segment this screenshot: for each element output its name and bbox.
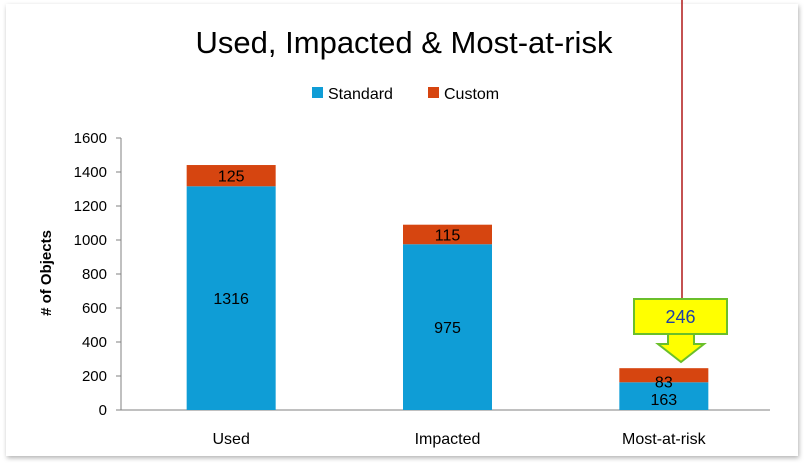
data-label-custom-impacted: 115 — [435, 227, 461, 244]
data-label-custom-used: 125 — [218, 169, 245, 186]
y-tick-label: 1200 — [74, 198, 107, 215]
x-tick-label: Most-at-risk — [622, 431, 707, 448]
bar-standard-impacted — [403, 244, 492, 410]
x-tick-label: Used — [212, 431, 249, 448]
y-tick-label: 1600 — [74, 130, 107, 147]
data-label-custom-most-at-risk: 83 — [655, 374, 673, 391]
data-label-standard-impacted: 975 — [434, 320, 461, 337]
chart-title: Used, Impacted & Most-at-risk — [196, 25, 613, 60]
bar-custom-impacted — [403, 224, 492, 245]
bars-group — [186, 165, 709, 410]
legend: Standard Custom — [312, 86, 499, 103]
x-axis-labels: Used Impacted Most-at-risk — [212, 431, 706, 448]
data-label-standard-used: 1316 — [213, 291, 249, 308]
y-tick-label: 600 — [82, 300, 107, 317]
y-axis-label: # of Objects — [38, 230, 55, 316]
y-tick-label: 200 — [82, 368, 107, 385]
legend-label-standard: Standard — [328, 86, 393, 103]
bar-custom-most-at-risk — [619, 368, 709, 383]
y-tick-label: 1000 — [74, 232, 107, 249]
legend-swatch-standard — [312, 87, 323, 98]
callout-value: 246 — [665, 307, 695, 327]
annotation-callout: 246 — [633, 298, 728, 364]
x-tick-label: Impacted — [415, 431, 481, 448]
y-tick-label: 0 — [99, 402, 107, 419]
callout-box — [633, 298, 728, 335]
legend-label-custom: Custom — [444, 86, 499, 103]
y-axis-ticks: 0 200 400 600 800 1000 1200 1400 1600 — [74, 130, 121, 419]
bar-custom-used — [186, 165, 276, 187]
bar-standard-most-at-risk — [619, 382, 709, 410]
data-label-standard-most-at-risk: 163 — [650, 392, 677, 409]
legend-swatch-custom — [428, 87, 439, 98]
y-tick-label: 800 — [82, 266, 107, 283]
y-tick-label: 400 — [82, 334, 107, 351]
y-tick-label: 1400 — [74, 164, 107, 181]
bar-standard-used — [186, 186, 276, 410]
